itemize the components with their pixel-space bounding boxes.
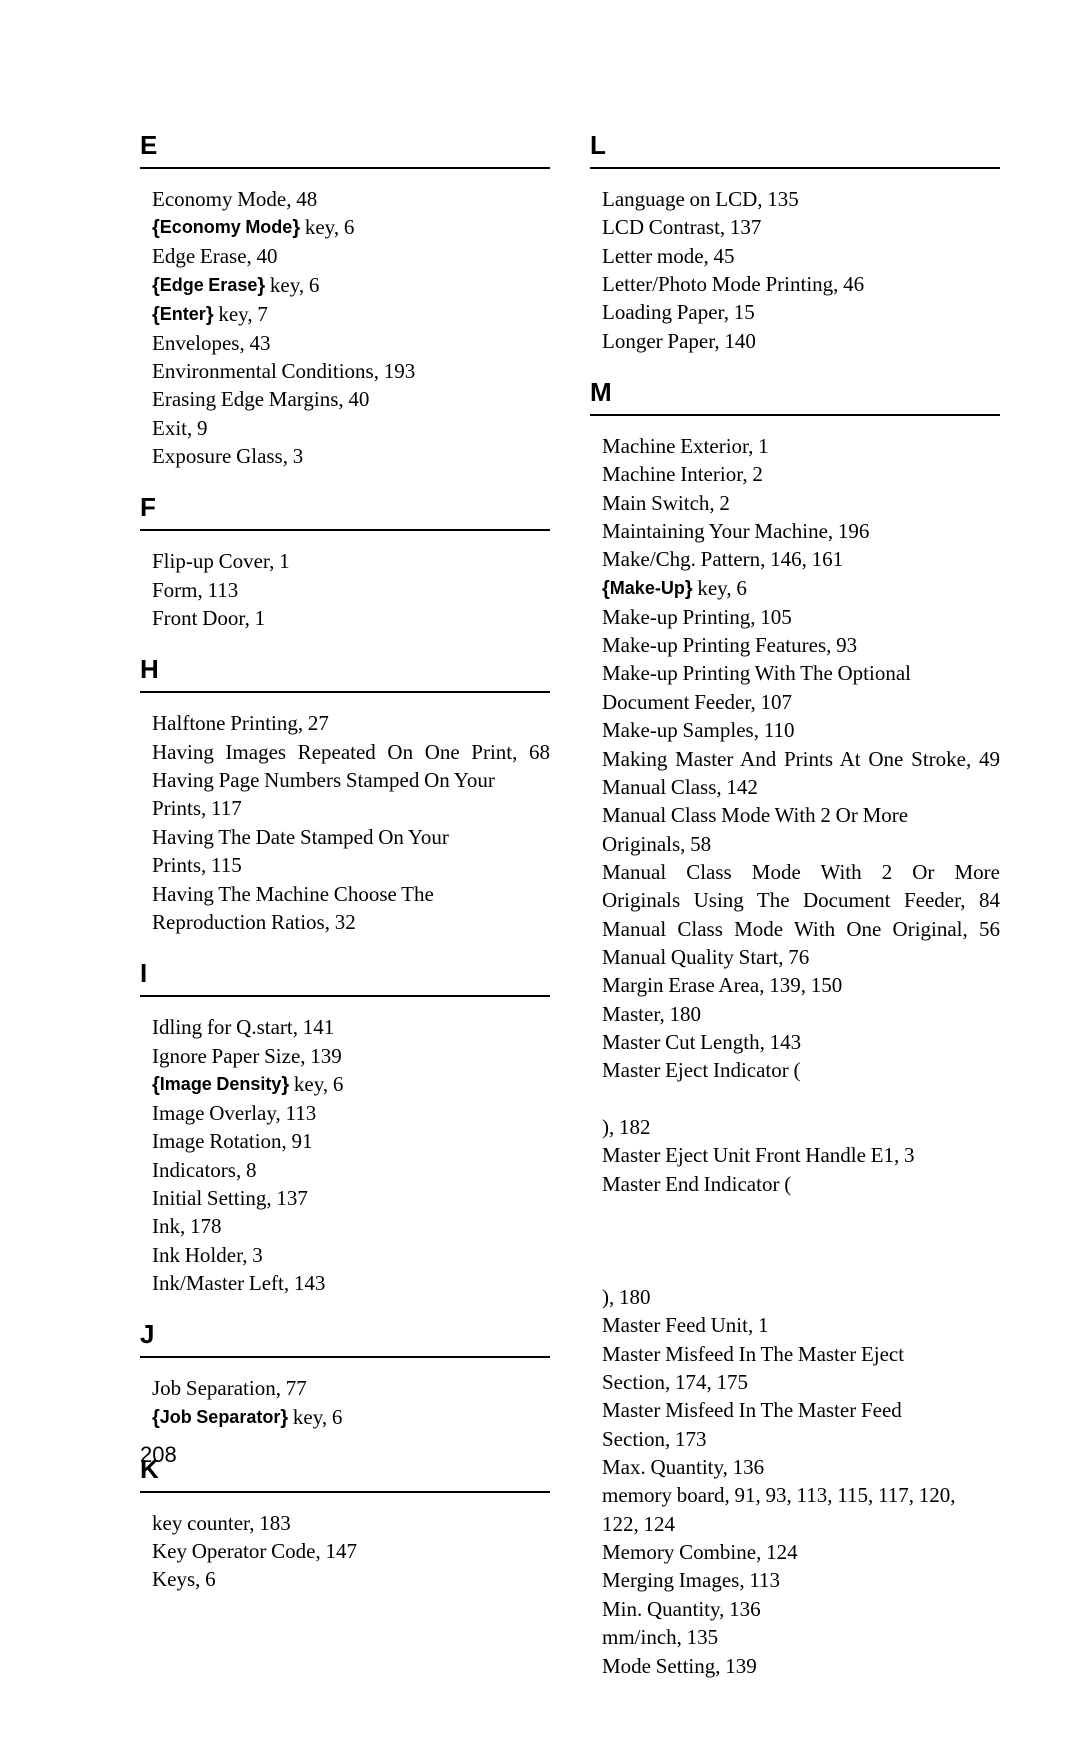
index-entry: Image Rotation, 91 xyxy=(152,1127,550,1155)
index-entries: key counter, 183Key Operator Code, 147Ke… xyxy=(140,1509,550,1594)
index-entry: Erasing Edge Margins, 40 xyxy=(152,385,550,413)
index-section-letter: H xyxy=(140,654,550,685)
index-entry: Ink Holder, 3 xyxy=(152,1241,550,1269)
index-entry: Manual Class, 142 xyxy=(602,773,1000,801)
index-entry: Make-up Printing With The Optional Docum… xyxy=(602,659,1000,716)
index-entry: Manual Class Mode With 2 Or More Origina… xyxy=(602,858,1000,915)
index-section-letter: I xyxy=(140,958,550,989)
section-rule xyxy=(140,529,550,531)
index-entry: Keys, 6 xyxy=(152,1565,550,1593)
index-entry: Making Master And Prints At One Stroke, … xyxy=(602,745,1000,773)
index-entry: Min. Quantity, 136 xyxy=(602,1595,1000,1623)
index-entry: Machine Interior, 2 xyxy=(602,460,1000,488)
index-entry: Machine Exterior, 1 xyxy=(602,432,1000,460)
page-number: 208 xyxy=(140,1442,177,1468)
index-entry: Initial Setting, 137 xyxy=(152,1184,550,1212)
index-entry: Ink, 178 xyxy=(152,1212,550,1240)
index-entry: {Enter} key, 7 xyxy=(152,300,550,329)
index-section-letter: J xyxy=(140,1319,550,1350)
index-entry: memory board, 91, 93, 113, 115, 117, 120… xyxy=(602,1481,1000,1538)
index-entry: mm/inch, 135 xyxy=(602,1623,1000,1651)
index-section-letter: L xyxy=(590,130,1000,161)
index-entry: Manual Class Mode With 2 Or More Origina… xyxy=(602,801,1000,858)
index-entry: Having Images Repeated On One Print, 68 xyxy=(152,738,550,766)
index-entry: Make-up Printing, 105 xyxy=(602,603,1000,631)
index-entry: Exposure Glass, 3 xyxy=(152,442,550,470)
index-section-letter: M xyxy=(590,377,1000,408)
index-entry: Halftone Printing, 27 xyxy=(152,709,550,737)
index-entry: Master Cut Length, 143 xyxy=(602,1028,1000,1056)
index-entry: Environmental Conditions, 193 xyxy=(152,357,550,385)
index-entry: Max. Quantity, 136 xyxy=(602,1453,1000,1481)
index-entry: Key Operator Code, 147 xyxy=(152,1537,550,1565)
index-entry: Form, 113 xyxy=(152,576,550,604)
index-entry: {Make-Up} key, 6 xyxy=(602,574,1000,603)
section-rule xyxy=(590,167,1000,169)
index-entry: Make/Chg. Pattern, 146, 161 xyxy=(602,545,1000,573)
index-entries: Halftone Printing, 27Having Images Repea… xyxy=(140,709,550,936)
section-rule xyxy=(140,995,550,997)
index-entry: Having The Machine Choose The Reproducti… xyxy=(152,880,550,937)
index-entry: Front Door, 1 xyxy=(152,604,550,632)
index-entry: Ignore Paper Size, 139 xyxy=(152,1042,550,1070)
index-entry: Margin Erase Area, 139, 150 xyxy=(602,971,1000,999)
index-entry: Manual Quality Start, 76 xyxy=(602,943,1000,971)
index-column-left: E Economy Mode, 48{Economy Mode} key, 6Ed… xyxy=(140,130,550,1702)
section-rule xyxy=(140,691,550,693)
index-entry: Memory Combine, 124 xyxy=(602,1538,1000,1566)
index-entry: Mode Setting, 139 xyxy=(602,1652,1000,1680)
section-rule xyxy=(140,167,550,169)
index-entry: Having The Date Stamped On Your Prints, … xyxy=(152,823,550,880)
index-entry: Make-up Samples, 110 xyxy=(602,716,1000,744)
index-entry: Longer Paper, 140 xyxy=(602,327,1000,355)
index-section-letter: E xyxy=(140,130,550,161)
index-entry: Job Separation, 77 xyxy=(152,1374,550,1402)
index-column-right: LLanguage on LCD, 135LCD Contrast, 137Le… xyxy=(590,130,1000,1702)
index-entry: Make-up Printing Features, 93 xyxy=(602,631,1000,659)
index-entry: {Image Density} key, 6 xyxy=(152,1070,550,1099)
index-entry: Flip-up Cover, 1 xyxy=(152,547,550,575)
index-entry: Envelopes, 43 xyxy=(152,329,550,357)
index-entry: Letter/Photo Mode Printing, 46 xyxy=(602,270,1000,298)
index-entry: {Job Separator} key, 6 xyxy=(152,1403,550,1432)
index-page: E Economy Mode, 48{Economy Mode} key, 6Ed… xyxy=(0,0,1080,1762)
section-rule xyxy=(140,1491,550,1493)
index-entry: {Economy Mode} key, 6 xyxy=(152,213,550,242)
index-entry: Image Overlay, 113 xyxy=(152,1099,550,1127)
index-entry: Idling for Q.start, 141 xyxy=(152,1013,550,1041)
index-entry: Merging Images, 113 xyxy=(602,1566,1000,1594)
index-entry: Manual Class Mode With One Original, 56 xyxy=(602,915,1000,943)
index-entry: Master Feed Unit, 1 xyxy=(602,1311,1000,1339)
index-entry: Master Eject Indicator ( ), 182 xyxy=(602,1056,1000,1141)
index-entry: Economy Mode, 48 xyxy=(152,185,550,213)
index-entry: Master End Indicator ( ), 180 xyxy=(602,1170,1000,1312)
index-entries: Flip-up Cover, 1Form, 113Front Door, 1 xyxy=(140,547,550,632)
index-entry: Language on LCD, 135 xyxy=(602,185,1000,213)
section-rule xyxy=(140,1356,550,1358)
index-entries: Idling for Q.start, 141Ignore Paper Size… xyxy=(140,1013,550,1297)
index-entry: Letter mode, 45 xyxy=(602,242,1000,270)
index-entry: Indicators, 8 xyxy=(152,1156,550,1184)
index-entries: Economy Mode, 48{Economy Mode} key, 6Edg… xyxy=(140,185,550,470)
index-entry: Master Misfeed In The Master Feed Sectio… xyxy=(602,1396,1000,1453)
index-entry: Having Page Numbers Stamped On Your Prin… xyxy=(152,766,550,823)
index-entry: Edge Erase, 40 xyxy=(152,242,550,270)
index-entry: LCD Contrast, 137 xyxy=(602,213,1000,241)
index-entries: Machine Exterior, 1Machine Interior, 2Ma… xyxy=(590,432,1000,1680)
index-entries: Job Separation, 77{Job Separator} key, 6 xyxy=(140,1374,550,1431)
index-entries: Language on LCD, 135LCD Contrast, 137Let… xyxy=(590,185,1000,355)
section-rule xyxy=(590,414,1000,416)
index-entry: key counter, 183 xyxy=(152,1509,550,1537)
index-entry: Master Eject Unit Front Handle E1, 3 xyxy=(602,1141,1000,1169)
index-section-letter: F xyxy=(140,492,550,523)
index-entry: Master Misfeed In The Master Eject Secti… xyxy=(602,1340,1000,1397)
index-entry: Maintaining Your Machine, 196 xyxy=(602,517,1000,545)
index-entry: Master, 180 xyxy=(602,1000,1000,1028)
index-entry: {Edge Erase} key, 6 xyxy=(152,271,550,300)
index-entry: Main Switch, 2 xyxy=(602,489,1000,517)
index-entry: Exit, 9 xyxy=(152,414,550,442)
index-entry: Ink/Master Left, 143 xyxy=(152,1269,550,1297)
index-entry: Loading Paper, 15 xyxy=(602,298,1000,326)
index-section-letter: K xyxy=(140,1454,550,1485)
